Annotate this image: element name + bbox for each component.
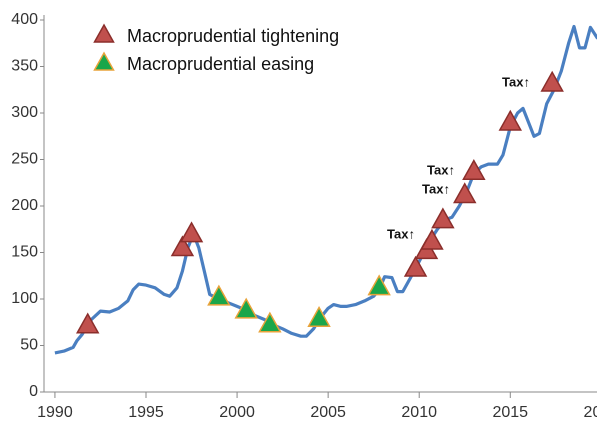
- marker: [367, 274, 391, 296]
- annotation: Tax↑: [502, 74, 530, 89]
- x-tick-label: 1995: [128, 404, 164, 421]
- y-tick-label: 350: [11, 58, 38, 75]
- marker: [462, 159, 486, 181]
- marker: [234, 297, 258, 319]
- x-tick-label: 2000: [219, 404, 255, 421]
- marker: [207, 284, 231, 306]
- legend-label: Macroprudential tightening: [127, 26, 339, 46]
- marker: [540, 70, 564, 92]
- y-tick-label: 400: [11, 11, 38, 28]
- y-tick-label: 100: [11, 290, 38, 307]
- marker: [453, 182, 477, 204]
- y-tick-label: 0: [29, 383, 38, 400]
- x-tick-label: 2005: [310, 404, 346, 421]
- marker: [431, 207, 455, 229]
- marker: [170, 235, 195, 257]
- x-tick-label: 1990: [37, 404, 73, 421]
- legend-marker: [93, 51, 115, 71]
- x-tick-label: 2020: [584, 404, 597, 421]
- y-tick-label: 200: [11, 197, 38, 214]
- annotation: Tax↑: [427, 162, 455, 177]
- marker: [307, 305, 331, 327]
- annotation: Tax↑: [422, 181, 450, 196]
- x-tick-label: 2010: [401, 404, 437, 421]
- marker: [75, 312, 100, 334]
- y-tick-label: 50: [20, 337, 38, 354]
- marker: [420, 228, 444, 250]
- legend-label: Macroprudential easing: [127, 54, 314, 74]
- y-tick-label: 300: [11, 104, 38, 121]
- marker: [498, 109, 523, 131]
- y-tick-label: 150: [11, 244, 38, 261]
- annotation: Tax↑: [387, 226, 415, 241]
- x-tick-label: 2015: [492, 404, 528, 421]
- y-tick-label: 250: [11, 151, 38, 168]
- marker: [403, 255, 428, 277]
- legend-marker: [93, 23, 115, 43]
- marker: [179, 221, 204, 243]
- line: [54, 24, 597, 355]
- marker: [258, 311, 282, 333]
